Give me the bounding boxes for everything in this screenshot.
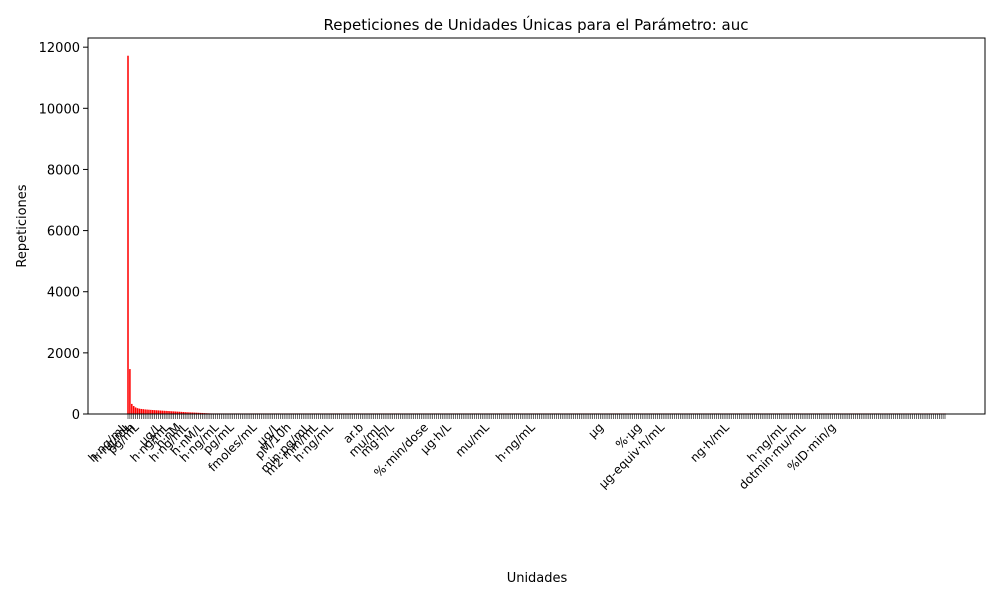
bars (127, 55, 946, 415)
bar (153, 410, 156, 414)
bar (186, 412, 188, 414)
bar (199, 412, 202, 414)
bar (142, 409, 144, 414)
bar (136, 408, 139, 414)
bar (188, 412, 190, 414)
bar (159, 410, 162, 414)
bar (169, 411, 171, 414)
y-tick-label: 10000 (39, 102, 80, 117)
bar (148, 409, 150, 414)
bar (193, 412, 196, 414)
bar (134, 407, 137, 414)
bar (184, 412, 186, 414)
bar (163, 410, 165, 414)
plot-frame (87, 37, 986, 415)
bar (138, 408, 141, 414)
chart-title: Repeticiones de Unidades Únicas para el … (323, 15, 748, 34)
bar (131, 403, 133, 414)
bar (182, 411, 184, 414)
y-tick-label: 12000 (39, 41, 80, 56)
y-tick-label: 8000 (47, 163, 80, 178)
bar (195, 412, 198, 414)
x-axis-title: Unidades (507, 571, 568, 586)
bar (132, 406, 135, 414)
y-tick-label: 4000 (47, 286, 80, 301)
bar (144, 409, 146, 414)
bar (167, 411, 169, 414)
bar (171, 411, 173, 414)
y-tick-label: 6000 (47, 225, 80, 240)
y-tick-label: 0 (72, 408, 80, 423)
bar (172, 411, 175, 414)
bar (178, 411, 181, 414)
x-axis: h·ng/mLh·ng/mLhpg/mLµg/Lh·ng/mLh·nMh·ng/… (86, 414, 946, 492)
bar (157, 410, 160, 414)
bar (180, 411, 183, 414)
bar (190, 412, 192, 414)
bar (174, 411, 177, 414)
bar (176, 411, 179, 414)
y-tick-label: 2000 (47, 347, 80, 362)
bar (155, 410, 158, 414)
x-tick-label: mu/mL (453, 420, 493, 460)
bar (146, 409, 148, 414)
bar (165, 410, 167, 414)
bar (150, 409, 152, 414)
bar (129, 369, 131, 414)
bar (201, 412, 204, 414)
bar (151, 410, 154, 414)
y-axis: 0 2000 4000 6000 8000 10000 12000 (39, 41, 88, 423)
x-tick-label: ng·h/mL (687, 420, 732, 465)
bar (197, 412, 200, 414)
bar (127, 55, 129, 415)
bar (191, 412, 194, 414)
bar (140, 408, 143, 414)
bar (161, 410, 164, 414)
x-tick-label: h·ng/mL (493, 420, 538, 465)
y-axis-title: Repeticiones (15, 184, 30, 267)
x-tick-label: µg (586, 420, 607, 441)
